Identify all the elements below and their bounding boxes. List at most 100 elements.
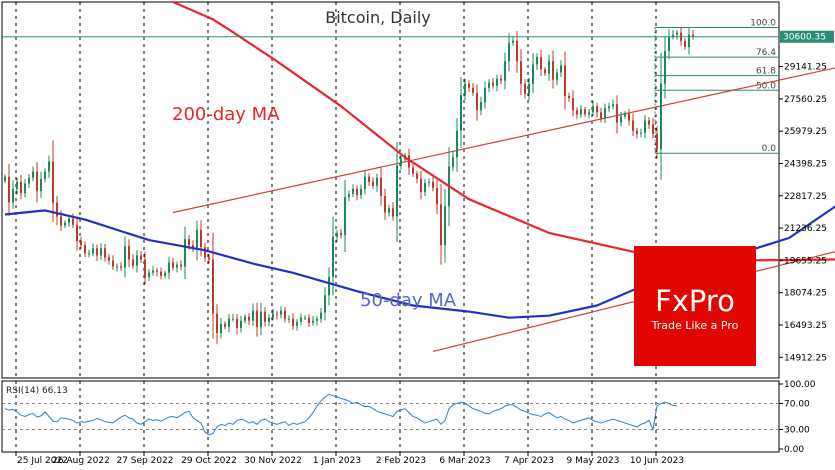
candle-body (372, 181, 374, 186)
candle-body (48, 161, 50, 172)
fibonacci-label: 100.0 (750, 19, 776, 29)
candle-body (388, 208, 390, 213)
candle-body (416, 173, 418, 179)
candle-body (196, 229, 198, 250)
chart-title: Bitcoin, Daily (325, 8, 431, 27)
candle-body (112, 260, 114, 267)
time-tick-label: 10 Jun 2023 (630, 456, 684, 466)
candle-body (604, 108, 606, 119)
candle-body (424, 182, 426, 193)
candle-body (224, 323, 226, 327)
price-tick-label: 16493.25 (784, 321, 827, 331)
rsi-tick-label: 100.00 (784, 380, 816, 390)
candle-body (536, 57, 538, 65)
candle-body (656, 133, 658, 150)
current-price-marker: 30600.35 (2, 30, 834, 43)
candle-body (116, 266, 118, 268)
candle-body (328, 276, 330, 296)
logo-tagline: Trade Like a Pro (651, 319, 739, 332)
candle-body (348, 194, 350, 198)
candle-body (380, 177, 382, 197)
candle-body (588, 112, 590, 115)
candle-body (88, 253, 90, 255)
candle-body (4, 176, 6, 181)
candle-body (316, 318, 318, 321)
rsi-line (4, 393, 678, 436)
candle-body (688, 34, 690, 47)
candle-body (212, 259, 214, 314)
candle-body (156, 270, 158, 272)
candle-body (300, 317, 302, 322)
candle-body (556, 72, 558, 80)
candle-body (692, 34, 694, 37)
candle-body (76, 224, 78, 242)
candle-body (400, 159, 402, 166)
fibonacci-label: 50.0 (756, 81, 776, 91)
candle-body (104, 248, 106, 258)
candle-body (188, 239, 190, 246)
time-tick-label: 7 Apr 2023 (504, 456, 554, 466)
candle-body (232, 318, 234, 320)
candle-body (280, 310, 282, 315)
candle-body (616, 104, 618, 123)
candlesticks (4, 27, 694, 345)
channel-upper-line (172, 67, 835, 214)
candle-body (412, 167, 414, 174)
candle-body (644, 120, 646, 133)
candle-body (340, 232, 342, 235)
candle-body (296, 321, 298, 326)
candle-body (216, 313, 218, 334)
candle-body (472, 87, 474, 93)
candle-body (264, 311, 266, 322)
candle-body (172, 262, 174, 268)
price-tick-label: 25979.25 (784, 127, 827, 137)
gridlines (15, 2, 657, 452)
candle-body (136, 255, 138, 266)
candle-body (144, 259, 146, 277)
fibonacci-label: 61.8 (756, 67, 776, 77)
candle-body (628, 113, 630, 121)
candle-body (560, 65, 562, 73)
rsi-tick-label: 30.00 (784, 426, 810, 436)
candle-body (240, 320, 242, 328)
candle-body (636, 130, 638, 134)
candle-body (524, 83, 526, 94)
candle-body (584, 109, 586, 115)
fibonacci-levels: 100.0 76.4 61.8 50.0 0.0 (654, 19, 779, 154)
candle-body (124, 246, 126, 268)
candle-body (496, 78, 498, 86)
candle-body (40, 178, 42, 192)
candle-body (672, 34, 674, 37)
candle-body (360, 188, 362, 196)
candle-body (244, 316, 246, 321)
candle-body (80, 241, 82, 246)
candle-body (96, 248, 98, 256)
candle-body (568, 96, 570, 99)
ma50-annotation: 50-day MA (360, 290, 457, 311)
candle-body (148, 272, 150, 277)
candle-body (540, 57, 542, 70)
candle-body (392, 208, 394, 217)
candle-body (452, 157, 454, 167)
fibonacci-label: 0.0 (762, 144, 777, 154)
candle-body (648, 120, 650, 125)
candle-body (504, 61, 506, 81)
candle-body (208, 257, 210, 260)
price-tick-label: 19655.25 (784, 256, 827, 266)
time-tick-label: 1 Jan 2023 (313, 456, 361, 466)
candle-body (152, 270, 154, 273)
candle-body (24, 183, 26, 194)
candle-body (532, 64, 534, 84)
candle-body (420, 178, 422, 193)
price-tick-label: 14912.25 (784, 353, 827, 363)
rsi-axis: 100.00 70.00 30.00 0.00 (779, 380, 816, 455)
candle-body (260, 311, 262, 327)
candle-body (652, 124, 654, 134)
candle-body (128, 246, 130, 260)
candle-body (576, 110, 578, 115)
candle-body (268, 317, 270, 322)
current-price-box (780, 30, 834, 43)
candle-body (600, 112, 602, 119)
